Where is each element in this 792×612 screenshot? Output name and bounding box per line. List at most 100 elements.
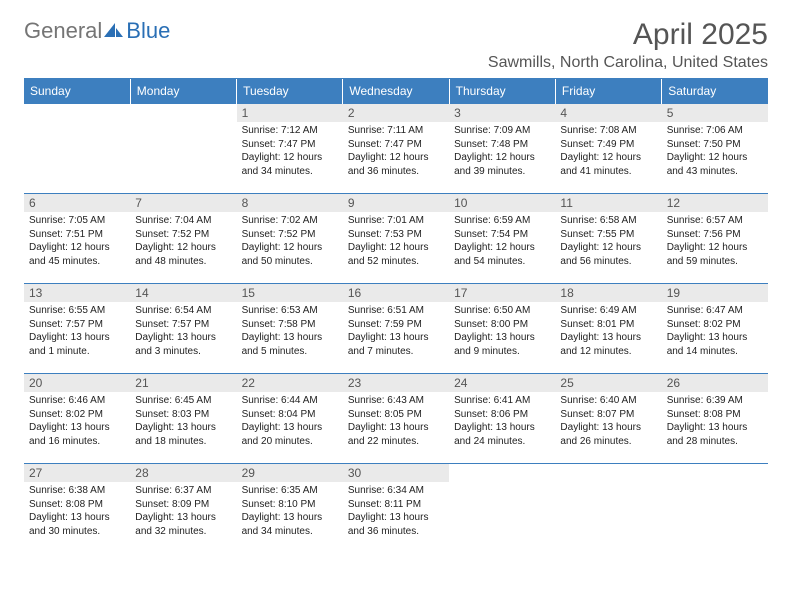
day-cell: [449, 464, 555, 554]
day-cell: 7Sunrise: 7:04 AMSunset: 7:52 PMDaylight…: [130, 194, 236, 284]
day-details: Sunrise: 6:41 AMSunset: 8:06 PMDaylight:…: [449, 392, 555, 451]
weekday-header: Saturday: [662, 79, 768, 104]
day-cell: 19Sunrise: 6:47 AMSunset: 8:02 PMDayligh…: [662, 284, 768, 374]
day-number: 20: [24, 374, 130, 392]
day-details: Sunrise: 7:11 AMSunset: 7:47 PMDaylight:…: [343, 122, 449, 181]
day-cell: 13Sunrise: 6:55 AMSunset: 7:57 PMDayligh…: [24, 284, 130, 374]
page-title: April 2025: [488, 18, 768, 52]
day-cell: 18Sunrise: 6:49 AMSunset: 8:01 PMDayligh…: [555, 284, 661, 374]
day-number: 24: [449, 374, 555, 392]
day-number: 5: [662, 104, 768, 122]
day-cell: 26Sunrise: 6:39 AMSunset: 8:08 PMDayligh…: [662, 374, 768, 464]
day-number: 19: [662, 284, 768, 302]
day-details: Sunrise: 6:57 AMSunset: 7:56 PMDaylight:…: [662, 212, 768, 271]
day-details: Sunrise: 7:12 AMSunset: 7:47 PMDaylight:…: [237, 122, 343, 181]
day-number: 25: [555, 374, 661, 392]
weekday-header: Wednesday: [343, 79, 449, 104]
logo-text-blue: Blue: [126, 18, 170, 44]
location: Sawmills, North Carolina, United States: [488, 54, 768, 72]
week-row: 1Sunrise: 7:12 AMSunset: 7:47 PMDaylight…: [24, 104, 768, 194]
day-number: 11: [555, 194, 661, 212]
day-cell: 10Sunrise: 6:59 AMSunset: 7:54 PMDayligh…: [449, 194, 555, 284]
day-details: Sunrise: 6:54 AMSunset: 7:57 PMDaylight:…: [130, 302, 236, 361]
logo-text-general: General: [24, 18, 102, 44]
day-details: Sunrise: 7:09 AMSunset: 7:48 PMDaylight:…: [449, 122, 555, 181]
day-cell: 12Sunrise: 6:57 AMSunset: 7:56 PMDayligh…: [662, 194, 768, 284]
day-number: 3: [449, 104, 555, 122]
day-details: Sunrise: 6:38 AMSunset: 8:08 PMDaylight:…: [24, 482, 130, 541]
header: General Blue April 2025 Sawmills, North …: [24, 18, 768, 72]
day-details: Sunrise: 7:02 AMSunset: 7:52 PMDaylight:…: [237, 212, 343, 271]
day-number: 23: [343, 374, 449, 392]
day-number: 2: [343, 104, 449, 122]
day-cell: 22Sunrise: 6:44 AMSunset: 8:04 PMDayligh…: [237, 374, 343, 464]
day-cell: 17Sunrise: 6:50 AMSunset: 8:00 PMDayligh…: [449, 284, 555, 374]
day-number: 12: [662, 194, 768, 212]
day-cell: 4Sunrise: 7:08 AMSunset: 7:49 PMDaylight…: [555, 104, 661, 194]
day-cell: 5Sunrise: 7:06 AMSunset: 7:50 PMDaylight…: [662, 104, 768, 194]
day-number: 26: [662, 374, 768, 392]
weekday-header: Monday: [130, 79, 236, 104]
day-details: Sunrise: 6:45 AMSunset: 8:03 PMDaylight:…: [130, 392, 236, 451]
weekday-header-row: SundayMondayTuesdayWednesdayThursdayFrid…: [24, 79, 768, 104]
day-number: 30: [343, 464, 449, 482]
day-details: Sunrise: 6:51 AMSunset: 7:59 PMDaylight:…: [343, 302, 449, 361]
day-details: Sunrise: 6:47 AMSunset: 8:02 PMDaylight:…: [662, 302, 768, 361]
day-number: 8: [237, 194, 343, 212]
day-cell: 20Sunrise: 6:46 AMSunset: 8:02 PMDayligh…: [24, 374, 130, 464]
day-details: Sunrise: 6:53 AMSunset: 7:58 PMDaylight:…: [237, 302, 343, 361]
day-cell: [24, 104, 130, 194]
day-cell: [555, 464, 661, 554]
day-details: Sunrise: 7:05 AMSunset: 7:51 PMDaylight:…: [24, 212, 130, 271]
weekday-header: Sunday: [24, 79, 130, 104]
day-cell: 14Sunrise: 6:54 AMSunset: 7:57 PMDayligh…: [130, 284, 236, 374]
week-row: 6Sunrise: 7:05 AMSunset: 7:51 PMDaylight…: [24, 194, 768, 284]
day-number: 9: [343, 194, 449, 212]
day-cell: 2Sunrise: 7:11 AMSunset: 7:47 PMDaylight…: [343, 104, 449, 194]
day-cell: 29Sunrise: 6:35 AMSunset: 8:10 PMDayligh…: [237, 464, 343, 554]
day-details: Sunrise: 7:04 AMSunset: 7:52 PMDaylight:…: [130, 212, 236, 271]
day-cell: 28Sunrise: 6:37 AMSunset: 8:09 PMDayligh…: [130, 464, 236, 554]
day-details: Sunrise: 6:35 AMSunset: 8:10 PMDaylight:…: [237, 482, 343, 541]
day-cell: 1Sunrise: 7:12 AMSunset: 7:47 PMDaylight…: [237, 104, 343, 194]
day-cell: 6Sunrise: 7:05 AMSunset: 7:51 PMDaylight…: [24, 194, 130, 284]
day-details: Sunrise: 6:59 AMSunset: 7:54 PMDaylight:…: [449, 212, 555, 271]
day-number: 1: [237, 104, 343, 122]
title-block: April 2025 Sawmills, North Carolina, Uni…: [488, 18, 768, 72]
day-details: Sunrise: 7:06 AMSunset: 7:50 PMDaylight:…: [662, 122, 768, 181]
week-row: 13Sunrise: 6:55 AMSunset: 7:57 PMDayligh…: [24, 284, 768, 374]
day-details: Sunrise: 6:49 AMSunset: 8:01 PMDaylight:…: [555, 302, 661, 361]
day-number: 16: [343, 284, 449, 302]
day-cell: 24Sunrise: 6:41 AMSunset: 8:06 PMDayligh…: [449, 374, 555, 464]
day-number: 4: [555, 104, 661, 122]
logo-sail-icon: [104, 23, 124, 39]
day-details: Sunrise: 6:44 AMSunset: 8:04 PMDaylight:…: [237, 392, 343, 451]
day-number: 13: [24, 284, 130, 302]
day-details: Sunrise: 6:50 AMSunset: 8:00 PMDaylight:…: [449, 302, 555, 361]
day-cell: [130, 104, 236, 194]
calendar-body: 1Sunrise: 7:12 AMSunset: 7:47 PMDaylight…: [24, 104, 768, 554]
day-number: 18: [555, 284, 661, 302]
day-details: Sunrise: 6:37 AMSunset: 8:09 PMDaylight:…: [130, 482, 236, 541]
day-cell: 8Sunrise: 7:02 AMSunset: 7:52 PMDaylight…: [237, 194, 343, 284]
day-number: 22: [237, 374, 343, 392]
day-number: 21: [130, 374, 236, 392]
day-cell: 23Sunrise: 6:43 AMSunset: 8:05 PMDayligh…: [343, 374, 449, 464]
day-number: 29: [237, 464, 343, 482]
day-details: Sunrise: 6:34 AMSunset: 8:11 PMDaylight:…: [343, 482, 449, 541]
day-details: Sunrise: 6:40 AMSunset: 8:07 PMDaylight:…: [555, 392, 661, 451]
day-details: Sunrise: 6:39 AMSunset: 8:08 PMDaylight:…: [662, 392, 768, 451]
day-cell: 21Sunrise: 6:45 AMSunset: 8:03 PMDayligh…: [130, 374, 236, 464]
week-row: 27Sunrise: 6:38 AMSunset: 8:08 PMDayligh…: [24, 464, 768, 554]
day-cell: [662, 464, 768, 554]
day-cell: 9Sunrise: 7:01 AMSunset: 7:53 PMDaylight…: [343, 194, 449, 284]
day-cell: 16Sunrise: 6:51 AMSunset: 7:59 PMDayligh…: [343, 284, 449, 374]
day-details: Sunrise: 6:46 AMSunset: 8:02 PMDaylight:…: [24, 392, 130, 451]
day-cell: 25Sunrise: 6:40 AMSunset: 8:07 PMDayligh…: [555, 374, 661, 464]
day-details: Sunrise: 7:08 AMSunset: 7:49 PMDaylight:…: [555, 122, 661, 181]
day-number: 7: [130, 194, 236, 212]
day-details: Sunrise: 6:55 AMSunset: 7:57 PMDaylight:…: [24, 302, 130, 361]
weekday-header: Thursday: [449, 79, 555, 104]
day-number: 27: [24, 464, 130, 482]
day-cell: 27Sunrise: 6:38 AMSunset: 8:08 PMDayligh…: [24, 464, 130, 554]
